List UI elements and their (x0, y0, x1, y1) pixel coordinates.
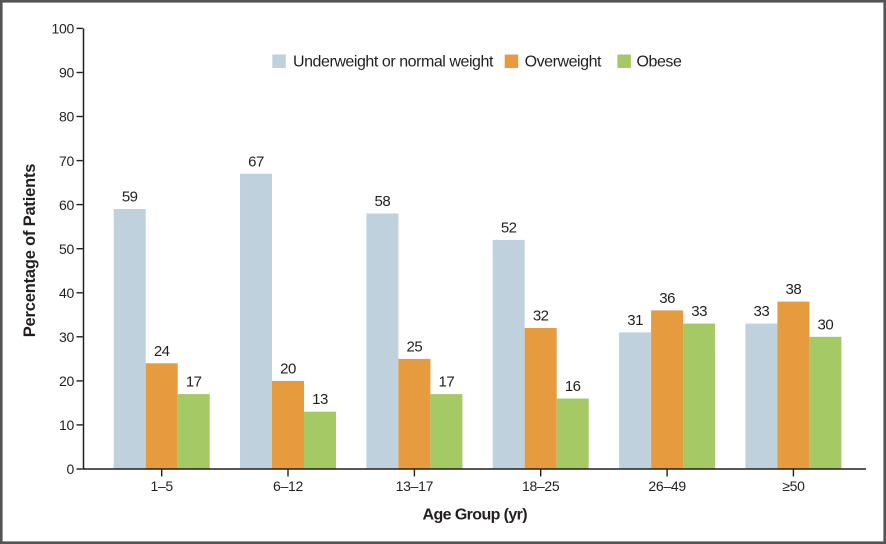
svg-text:16: 16 (565, 378, 581, 395)
svg-text:20: 20 (59, 373, 74, 389)
svg-text:90: 90 (59, 65, 74, 81)
svg-text:80: 80 (59, 109, 74, 125)
svg-text:Percentage of Patients: Percentage of Patients (21, 164, 39, 338)
svg-text:0: 0 (67, 461, 75, 477)
svg-text:24: 24 (154, 343, 170, 360)
svg-text:59: 59 (122, 189, 138, 206)
svg-text:52: 52 (501, 219, 517, 236)
svg-text:Underweight or normal weight: Underweight or normal weight (293, 54, 494, 71)
svg-text:10: 10 (59, 417, 74, 433)
svg-text:67: 67 (248, 153, 264, 170)
svg-text:30: 30 (59, 329, 74, 345)
svg-text:100: 100 (52, 21, 75, 37)
svg-text:13: 13 (312, 391, 328, 408)
svg-text:6–12: 6–12 (273, 478, 303, 494)
svg-text:36: 36 (659, 290, 675, 307)
svg-text:17: 17 (439, 374, 455, 391)
svg-text:Obese: Obese (637, 54, 682, 71)
svg-text:13–17: 13–17 (396, 478, 434, 494)
svg-text:Age Group (yr): Age Group (yr) (423, 506, 528, 523)
svg-text:60: 60 (59, 197, 74, 213)
svg-text:38: 38 (786, 281, 802, 298)
svg-text:70: 70 (59, 153, 74, 169)
svg-text:Overweight: Overweight (525, 54, 602, 71)
svg-text:31: 31 (627, 312, 643, 329)
svg-text:33: 33 (754, 303, 770, 320)
svg-text:40: 40 (59, 285, 74, 301)
svg-text:50: 50 (59, 241, 74, 257)
svg-text:26–49: 26–49 (648, 478, 686, 494)
svg-text:20: 20 (280, 360, 296, 377)
svg-text:≥50: ≥50 (782, 478, 805, 494)
svg-text:30: 30 (818, 316, 834, 333)
svg-text:32: 32 (533, 308, 549, 325)
svg-text:58: 58 (375, 193, 391, 210)
svg-text:1–5: 1–5 (150, 478, 173, 494)
svg-text:25: 25 (407, 338, 423, 355)
svg-text:17: 17 (186, 374, 202, 391)
svg-text:18–25: 18–25 (522, 478, 560, 494)
svg-text:33: 33 (691, 303, 707, 320)
